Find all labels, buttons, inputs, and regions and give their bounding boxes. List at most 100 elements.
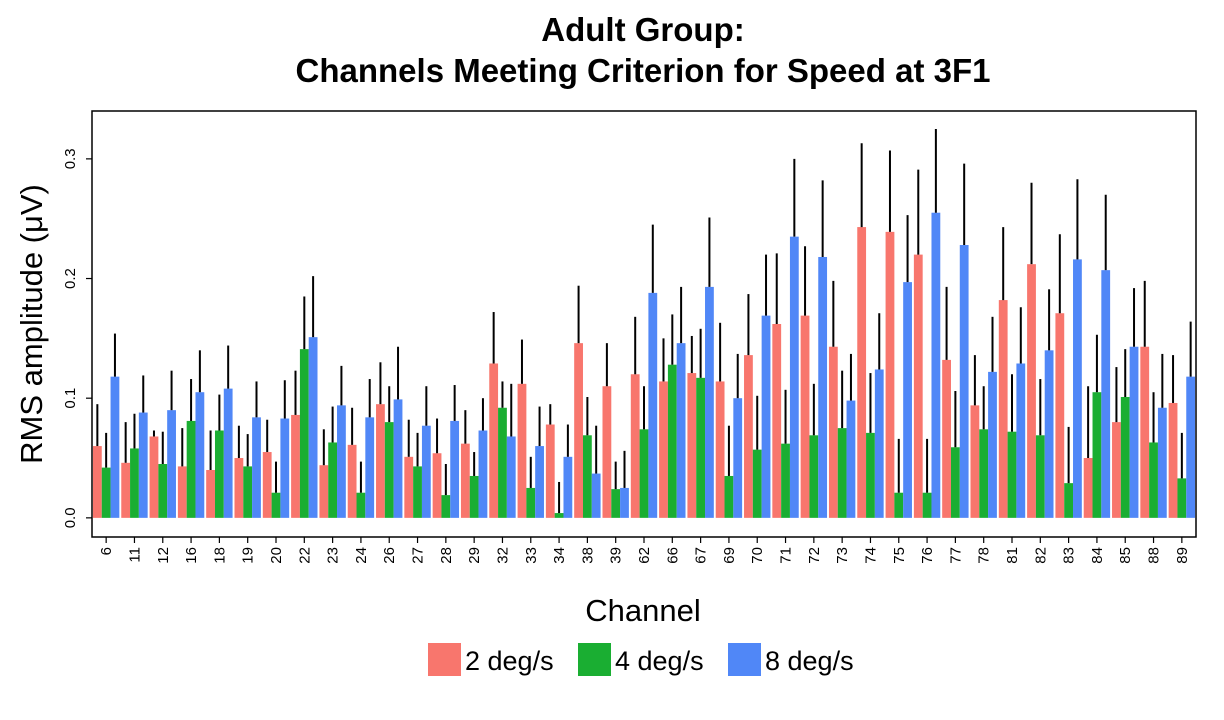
bar-ch16-s1: [177, 466, 187, 518]
x-tick-label-28: 28: [438, 547, 455, 564]
legend-swatch-1: [428, 643, 461, 676]
bar-ch73-s3: [846, 400, 856, 518]
bars-layer: [92, 212, 1196, 518]
bar-ch89-s1: [1168, 402, 1178, 518]
x-tick-label-20: 20: [268, 547, 285, 564]
legend: 2 deg/s 4 deg/s 8 deg/s: [428, 643, 854, 676]
x-tick-label-70: 70: [749, 547, 766, 564]
bar-ch22-s3: [308, 337, 318, 518]
x-tick-label-12: 12: [155, 547, 172, 564]
bar-ch66-s3: [676, 343, 686, 518]
x-tick-label-19: 19: [240, 547, 257, 564]
bar-ch33-s1: [517, 383, 527, 518]
bar-ch28-s3: [450, 420, 460, 518]
bar-ch22-s2: [299, 349, 309, 518]
x-tick-label-82: 82: [1032, 547, 1049, 564]
bar-ch75-s2: [894, 492, 904, 518]
bar-ch83-s1: [1055, 313, 1065, 518]
bar-ch26-s1: [376, 404, 385, 518]
bar-ch38-s2: [582, 435, 592, 518]
bar-ch62-s2: [639, 429, 649, 518]
bar-ch66-s2: [667, 364, 677, 518]
x-tick-label-38: 38: [579, 547, 596, 564]
x-tick-label-16: 16: [183, 547, 200, 564]
bar-ch78-s1: [970, 405, 980, 518]
x-tick-label-85: 85: [1117, 547, 1134, 564]
bar-ch84-s1: [1083, 458, 1093, 518]
x-tick-label-73: 73: [834, 547, 851, 564]
bar-ch81-s3: [1016, 363, 1026, 518]
bar-ch72-s2: [809, 435, 819, 518]
bar-ch76-s2: [922, 492, 932, 518]
y-tick-label: 0.1: [62, 388, 79, 409]
bar-ch88-s2: [1149, 442, 1158, 518]
bar-ch81-s2: [1007, 431, 1017, 518]
bar-ch76-s1: [913, 254, 923, 518]
bar-ch11-s2: [130, 448, 139, 518]
bar-ch12-s1: [149, 436, 159, 518]
bar-ch83-s2: [1064, 483, 1074, 518]
x-tick-label-6: 6: [98, 547, 115, 555]
bar-ch39-s2: [611, 489, 621, 518]
bar-ch12-s2: [158, 464, 168, 518]
bar-ch29-s3: [478, 430, 488, 518]
bar-ch24-s1: [347, 444, 357, 518]
bar-ch24-s2: [356, 492, 366, 518]
y-tick-label: 0.2: [62, 268, 79, 289]
bar-ch62-s3: [648, 292, 658, 518]
bar-ch27-s1: [404, 456, 414, 518]
chart-title-line1: Adult Group:: [541, 11, 744, 48]
bar-ch34-s2: [554, 513, 564, 518]
x-tick-label-39: 39: [608, 547, 625, 564]
x-tick-label-66: 66: [664, 547, 681, 564]
x-tick-label-84: 84: [1089, 547, 1106, 564]
bar-ch27-s3: [421, 425, 431, 518]
bar-ch66-s1: [659, 381, 668, 518]
bar-ch70-s1: [744, 355, 753, 518]
bar-ch81-s1: [998, 300, 1008, 518]
bar-ch28-s2: [441, 495, 451, 518]
bar-ch72-s3: [818, 256, 828, 518]
bar-ch73-s1: [828, 346, 838, 518]
bar-ch19-s1: [234, 458, 244, 518]
x-tick-label-83: 83: [1061, 547, 1078, 564]
bar-ch38-s3: [591, 473, 601, 518]
bar-ch85-s3: [1129, 346, 1139, 518]
legend-label-1: 2 deg/s: [465, 646, 554, 676]
bar-ch18-s1: [206, 469, 215, 518]
bar-ch69-s3: [733, 398, 743, 518]
chart-title-line2: Channels Meeting Criterion for Speed at …: [296, 52, 991, 89]
bar-ch67-s1: [687, 373, 697, 518]
bar-ch18-s3: [223, 388, 233, 518]
bar-ch11-s1: [121, 462, 131, 518]
x-tick-label-74: 74: [862, 547, 879, 564]
bar-ch23-s2: [328, 442, 338, 518]
x-tick-label-81: 81: [1004, 547, 1021, 564]
bar-ch22-s1: [291, 414, 300, 518]
x-tick-label-26: 26: [381, 547, 398, 564]
bar-ch62-s1: [630, 374, 640, 518]
bar-ch71-s1: [772, 324, 782, 518]
bar-ch6-s1: [92, 446, 102, 518]
bar-ch74-s3: [874, 369, 884, 518]
bar-ch73-s2: [837, 428, 847, 518]
bar-ch26-s2: [384, 422, 394, 518]
bar-ch84-s2: [1092, 392, 1102, 518]
bar-ch23-s1: [319, 465, 329, 518]
bar-ch82-s2: [1035, 435, 1045, 518]
bar-ch88-s3: [1157, 407, 1167, 518]
bar-ch20-s2: [271, 492, 281, 518]
bar-ch88-s1: [1140, 346, 1150, 518]
bar-ch78-s2: [979, 429, 989, 518]
bar-ch16-s2: [186, 420, 196, 518]
bar-ch67-s2: [696, 377, 706, 518]
x-tick-label-22: 22: [296, 547, 313, 564]
bar-ch84-s3: [1101, 270, 1111, 518]
x-tick-label-77: 77: [947, 547, 964, 564]
x-tick-label-33: 33: [523, 547, 540, 564]
bar-ch32-s2: [498, 407, 507, 518]
bar-ch18-s2: [214, 430, 224, 518]
legend-label-3: 8 deg/s: [765, 646, 854, 676]
